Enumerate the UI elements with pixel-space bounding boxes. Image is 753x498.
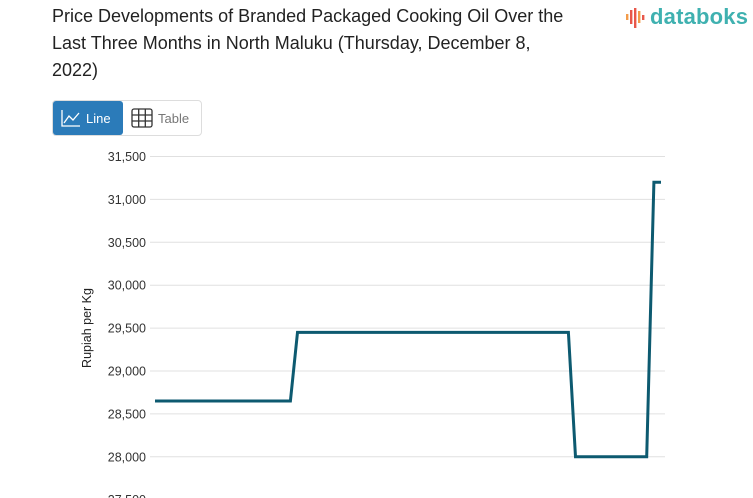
y-tick-label: 31,500 [108,150,146,164]
chart-title: Price Developments of Branded Packaged C… [52,6,564,80]
line-chart-icon [61,110,80,127]
y-tick-label: 31,000 [108,193,146,207]
y-tick-label: 28,000 [108,450,146,464]
y-tick-label: 27,500 [108,493,146,498]
line-view-label: Line [86,110,111,126]
table-grid-icon [131,108,153,128]
logo-text: databoks [650,4,749,29]
table-view-label: Table [158,110,190,126]
line-view-button[interactable]: Line [53,101,123,135]
y-tick-label: 28,500 [108,407,146,421]
view-toggle: Line Table [52,100,202,136]
bars-icon [626,8,645,28]
y-axis-label: Rupiah per Kg [80,288,94,368]
y-tick-label: 30,000 [108,279,146,293]
databoks-logo: databoks [625,4,748,30]
y-tick-label: 29,500 [108,322,146,336]
series-line [155,180,661,459]
table-view-button[interactable]: Table [123,101,197,135]
y-tick-label: 29,000 [108,365,146,379]
y-tick-label: 30,500 [108,236,146,250]
